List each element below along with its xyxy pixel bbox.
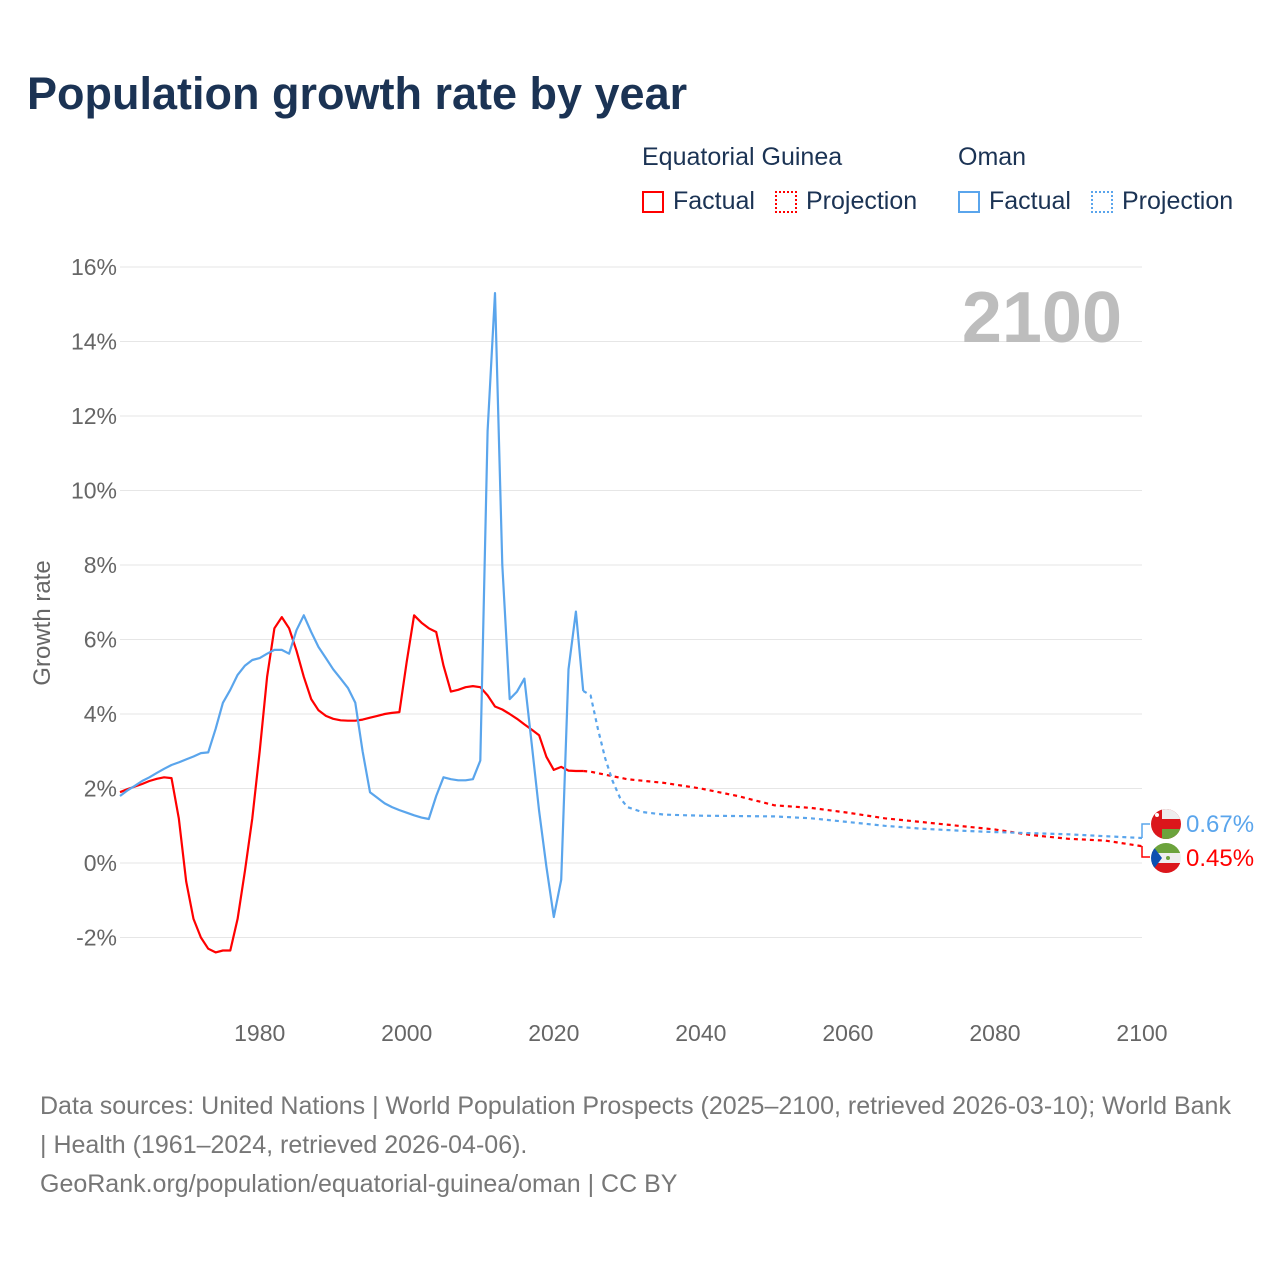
legend-swatch-dotted bbox=[775, 190, 797, 213]
series-line-equatorial-guinea-projection bbox=[583, 769, 1143, 848]
y-tick-label: 0% bbox=[84, 850, 117, 876]
y-tick-label: 4% bbox=[84, 701, 117, 727]
chart-title: Population growth rate by year bbox=[27, 68, 688, 119]
series-line-oman-projection bbox=[582, 689, 1143, 840]
data-sources: Data sources: United Nations | World Pop… bbox=[40, 1092, 1231, 1159]
legend-label: Projection bbox=[806, 187, 918, 215]
line-chart: -2% 0% 2% 4% 6% 8% 10% 12% 14% 16% 1980 2000 2020 204… bbox=[29, 254, 1254, 1046]
legend-item-eq-guinea-factual[interactable]: Factual bbox=[642, 187, 755, 216]
legend-label: Factual bbox=[989, 187, 1071, 215]
eq-guinea-connector bbox=[1141, 846, 1150, 858]
legend-item-oman-factual[interactable]: Factual bbox=[958, 187, 1071, 216]
legend-label: Factual bbox=[673, 187, 755, 215]
legend-group-equatorial-guinea: Equatorial Guinea bbox=[642, 143, 843, 171]
legend-label: Projection bbox=[1122, 187, 1234, 215]
x-tick-label: 2040 bbox=[675, 1020, 726, 1046]
x-tick-label: 2100 bbox=[1116, 1020, 1167, 1046]
x-tick-label: 2000 bbox=[381, 1020, 432, 1046]
y-tick-label: 10% bbox=[71, 478, 117, 504]
equatorial-guinea-flag-icon bbox=[1151, 843, 1181, 873]
y-axis-label: Growth rate bbox=[29, 560, 56, 685]
x-tick-label: 2080 bbox=[969, 1020, 1020, 1046]
x-tick-label: 2060 bbox=[822, 1020, 873, 1046]
oman-flag-icon bbox=[1151, 809, 1181, 839]
end-labels: 0.67% 0.45% bbox=[1141, 809, 1254, 873]
legend-swatch-solid bbox=[958, 190, 980, 213]
y-tick-label: 12% bbox=[71, 403, 117, 429]
y-tick-label: 14% bbox=[71, 329, 117, 355]
y-tick-label: 2% bbox=[84, 776, 117, 802]
x-tick-label: 2020 bbox=[528, 1020, 579, 1046]
source-link[interactable]: GeoRank.org/population/equatorial-guinea… bbox=[40, 1170, 678, 1198]
oman-end-value: 0.67% bbox=[1186, 811, 1254, 838]
legend-swatch-dotted bbox=[1091, 190, 1113, 213]
series-line-oman-factual bbox=[119, 292, 585, 919]
eq-guinea-end-value: 0.45% bbox=[1186, 845, 1254, 872]
oman-connector bbox=[1141, 823, 1150, 838]
y-tick-label: -2% bbox=[76, 925, 117, 951]
footer: Data sources: United Nations | World Pop… bbox=[40, 1087, 1240, 1204]
legend-item-oman-projection[interactable]: Projection bbox=[1091, 187, 1233, 216]
legend-item-eq-guinea-projection[interactable]: Projection bbox=[775, 187, 917, 216]
x-tick-label: 1980 bbox=[234, 1020, 285, 1046]
year-watermark: 2100 bbox=[962, 278, 1122, 358]
y-tick-label: 8% bbox=[84, 552, 117, 578]
series-line-equatorial-guinea-factual bbox=[119, 614, 584, 954]
legend-swatch-solid bbox=[642, 190, 664, 213]
legend-group-oman: Oman bbox=[958, 143, 1027, 171]
y-tick-label: 6% bbox=[84, 627, 117, 653]
y-tick-label: 16% bbox=[71, 254, 117, 280]
